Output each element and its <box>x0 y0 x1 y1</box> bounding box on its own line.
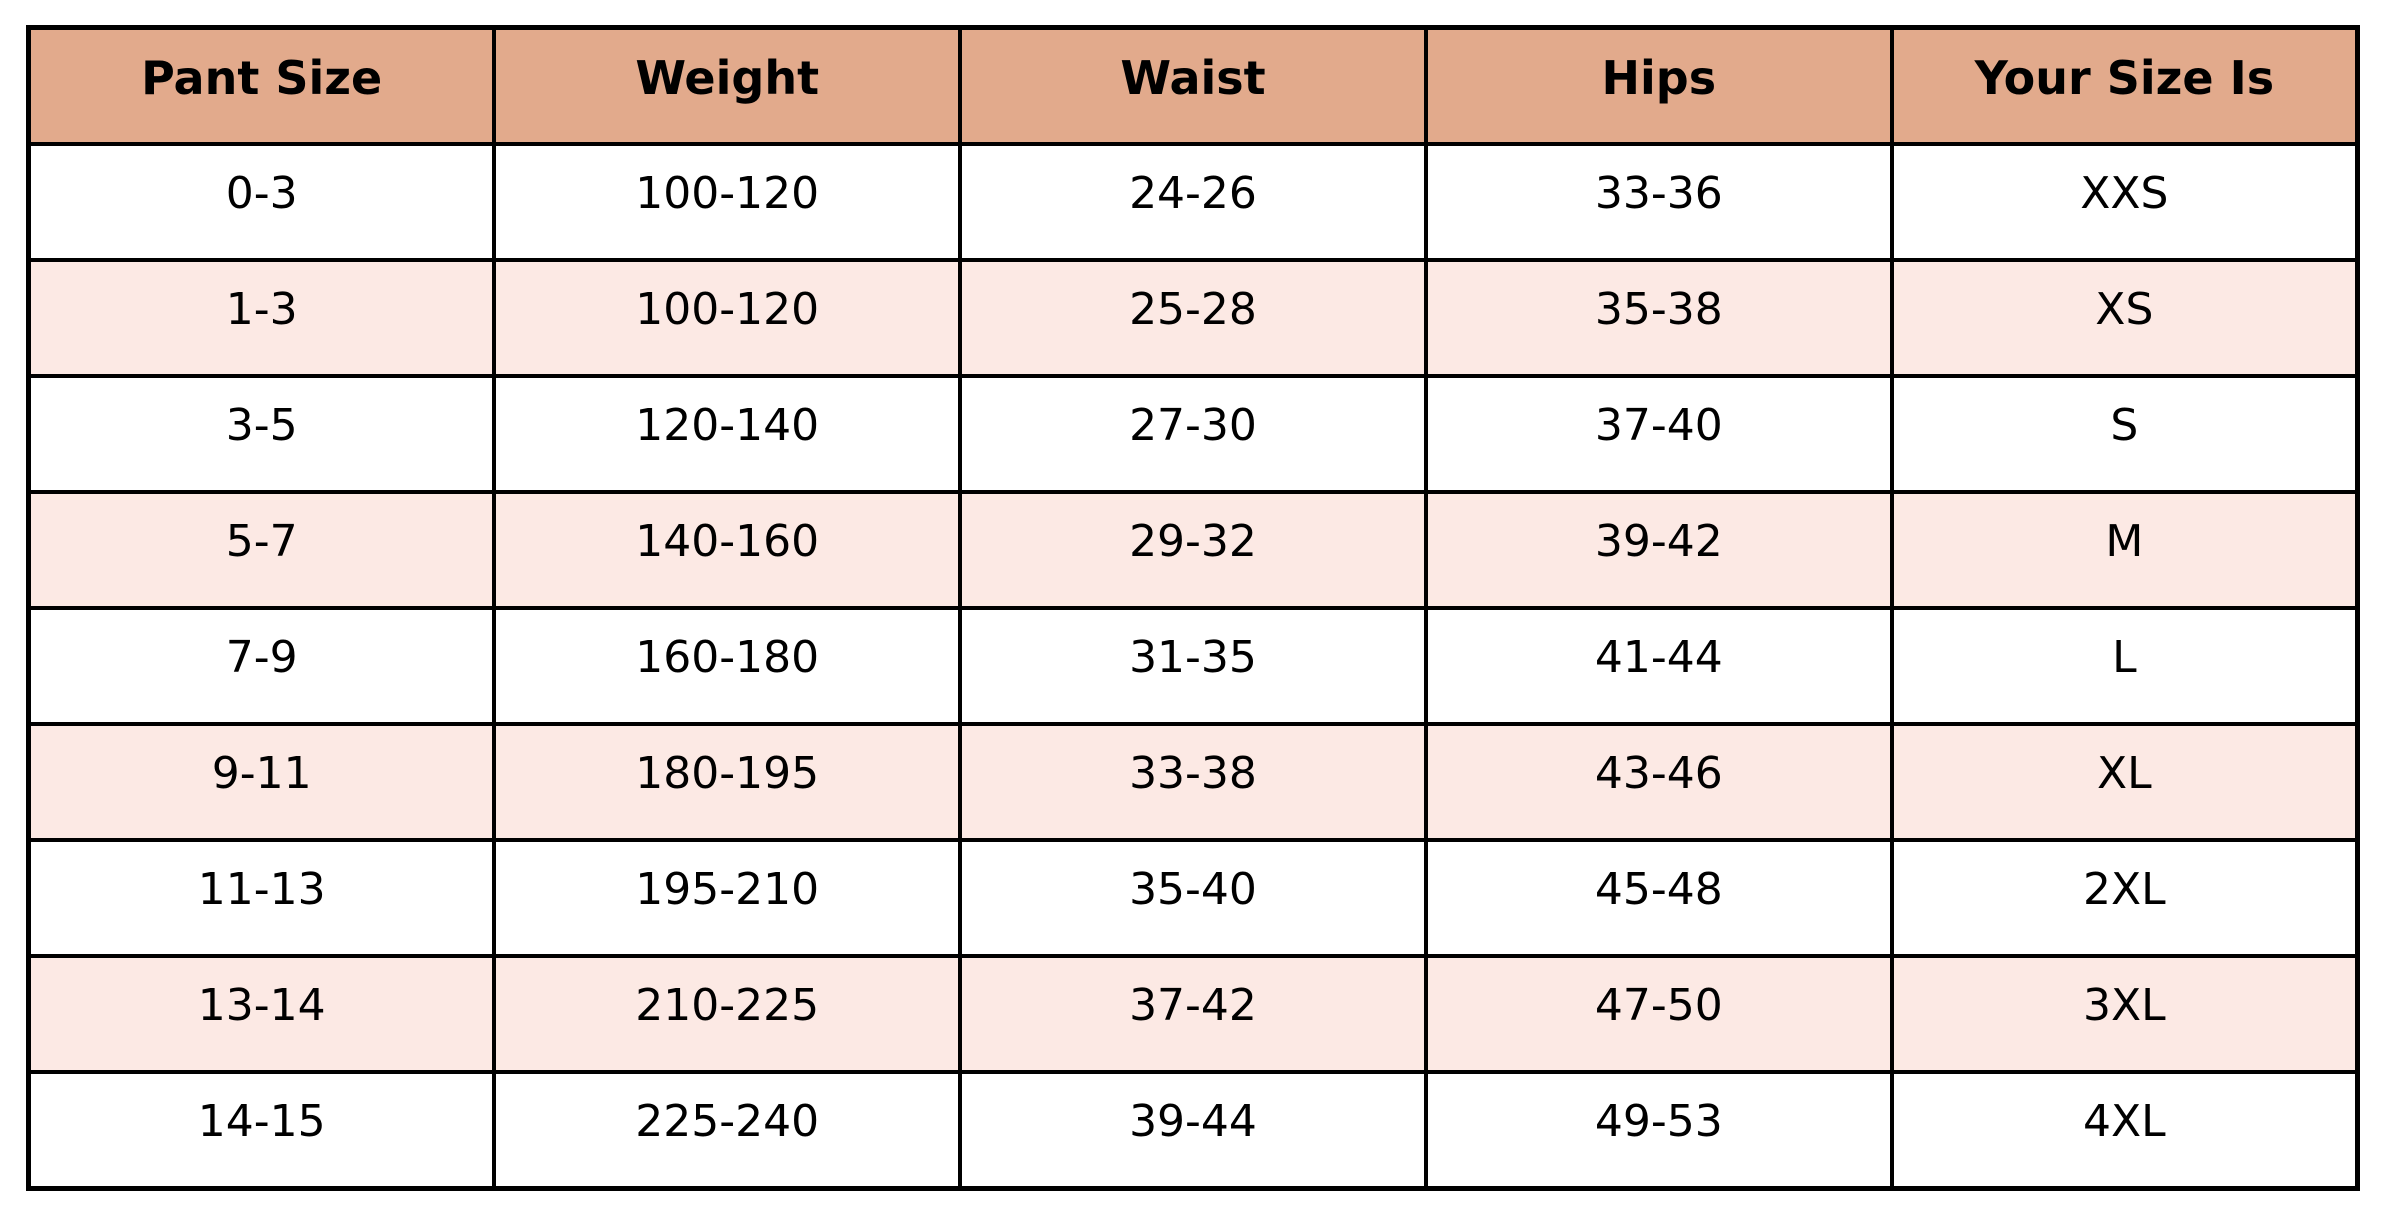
table-cell: 4XL <box>1889 1069 2360 1191</box>
table-cell: 210-225 <box>492 953 963 1074</box>
table-cell: 5-7 <box>26 489 497 610</box>
table-cell: 47-50 <box>1423 953 1894 1074</box>
table-cell: 120-140 <box>492 373 963 494</box>
table-body: 0-3 100-120 24-26 33-36 XXS 1-3 100-120 25-28 35… <box>26 141 2360 1191</box>
header-pant-size: Pant Size <box>26 25 497 146</box>
table-cell: 3-5 <box>26 373 497 494</box>
table-cell: 45-48 <box>1423 837 1894 958</box>
table-cell: XL <box>1889 721 2360 842</box>
table-cell: 160-180 <box>492 605 963 726</box>
size-chart: Pant Size Weight Waist Hips Your Size Is… <box>26 25 2360 1191</box>
table-row: 1-3 100-120 25-28 35-38 XS <box>26 257 2360 378</box>
table-cell: 3XL <box>1889 953 2360 1074</box>
table-cell: 43-46 <box>1423 721 1894 842</box>
table-cell: 195-210 <box>492 837 963 958</box>
table-cell: 180-195 <box>492 721 963 842</box>
table-cell: 29-32 <box>958 489 1428 610</box>
table-cell: 9-11 <box>26 721 497 842</box>
table-cell: 24-26 <box>958 141 1428 262</box>
table-cell: 11-13 <box>26 837 497 958</box>
table-cell: 100-120 <box>492 141 963 262</box>
table-cell: 2XL <box>1889 837 2360 958</box>
table-cell: 35-38 <box>1423 257 1894 378</box>
table-cell: M <box>1889 489 2360 610</box>
table-cell: 37-40 <box>1423 373 1894 494</box>
table-cell: 7-9 <box>26 605 497 726</box>
table-row: 0-3 100-120 24-26 33-36 XXS <box>26 141 2360 262</box>
table-cell: XXS <box>1889 141 2360 262</box>
table-cell: 140-160 <box>492 489 963 610</box>
table-cell: 0-3 <box>26 141 497 262</box>
header-waist: Waist <box>958 25 1428 146</box>
table-cell: 13-14 <box>26 953 497 1074</box>
table-cell: 37-42 <box>958 953 1428 1074</box>
table-row: 13-14 210-225 37-42 47-50 3XL <box>26 953 2360 1074</box>
header-hips: Hips <box>1423 25 1894 146</box>
table-row: 14-15 225-240 39-44 49-53 4XL <box>26 1069 2360 1191</box>
table-cell: 225-240 <box>492 1069 963 1191</box>
table-header: Pant Size Weight Waist Hips Your Size Is <box>26 25 2360 146</box>
table-row: 7-9 160-180 31-35 41-44 L <box>26 605 2360 726</box>
table-cell: 33-38 <box>958 721 1428 842</box>
table-row: 3-5 120-140 27-30 37-40 S <box>26 373 2360 494</box>
header-your-size-is: Your Size Is <box>1889 25 2360 146</box>
table-cell: L <box>1889 605 2360 726</box>
table-cell: 39-44 <box>958 1069 1428 1191</box>
table-cell: 41-44 <box>1423 605 1894 726</box>
header-weight: Weight <box>492 25 963 146</box>
table-row: 11-13 195-210 35-40 45-48 2XL <box>26 837 2360 958</box>
table-row: 9-11 180-195 33-38 43-46 XL <box>26 721 2360 842</box>
table-cell: 25-28 <box>958 257 1428 378</box>
table-cell: 49-53 <box>1423 1069 1894 1191</box>
table-cell: 35-40 <box>958 837 1428 958</box>
table-row: 5-7 140-160 29-32 39-42 M <box>26 489 2360 610</box>
table-cell: 33-36 <box>1423 141 1894 262</box>
table-cell: XS <box>1889 257 2360 378</box>
table-cell: 27-30 <box>958 373 1428 494</box>
size-chart-table: Pant Size Weight Waist Hips Your Size Is… <box>26 25 2360 1191</box>
table-cell: S <box>1889 373 2360 494</box>
table-cell: 31-35 <box>958 605 1428 726</box>
table-cell: 1-3 <box>26 257 497 378</box>
header-row: Pant Size Weight Waist Hips Your Size Is <box>26 25 2360 146</box>
table-cell: 39-42 <box>1423 489 1894 610</box>
table-cell: 100-120 <box>492 257 963 378</box>
table-cell: 14-15 <box>26 1069 497 1191</box>
